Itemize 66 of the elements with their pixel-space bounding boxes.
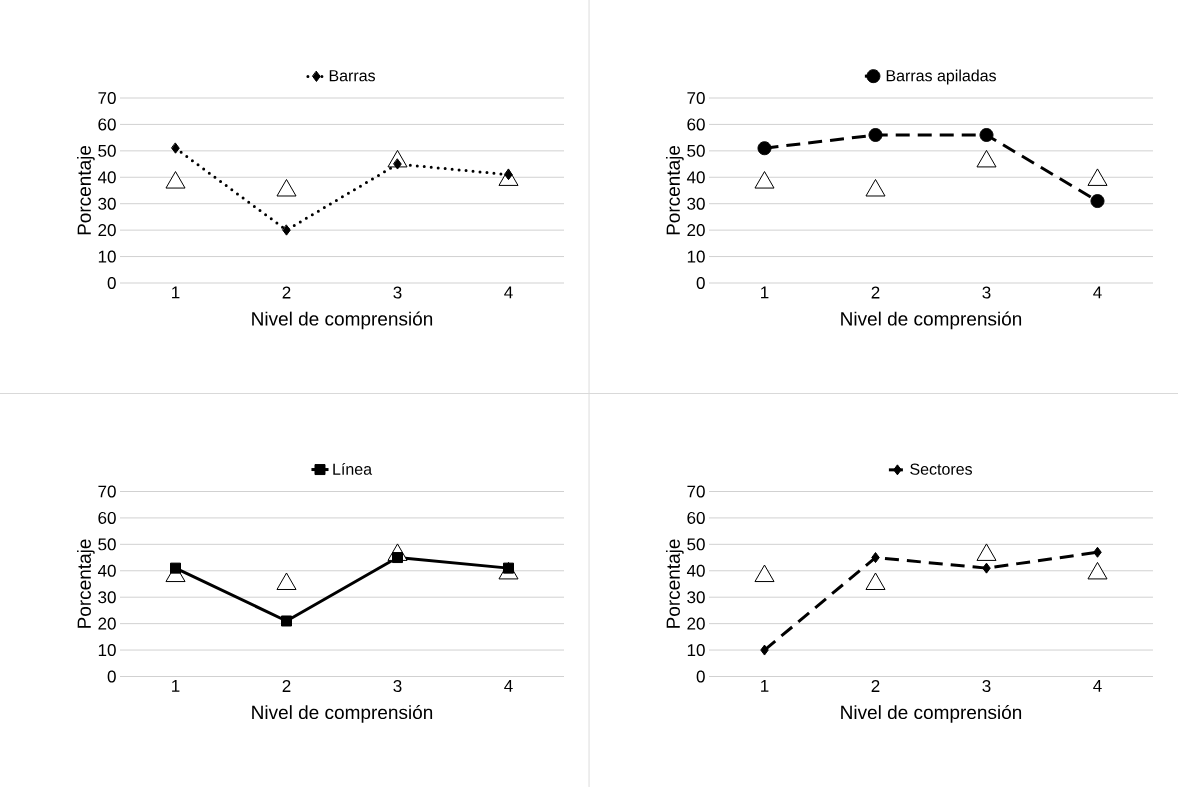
- x-tick-label: 1: [172, 286, 180, 299]
- y-axis-title: Porcentaje: [76, 145, 95, 235]
- y-tick-label: 60: [98, 511, 116, 524]
- x-tick-label: 1: [761, 286, 769, 299]
- point: [171, 142, 180, 154]
- y-tick-label: 20: [687, 224, 705, 237]
- y-tick-label: 60: [98, 118, 116, 131]
- x-axis-title: Nivel de comprensión: [841, 311, 1022, 330]
- x-axis-title: Nivel de comprensión: [252, 311, 433, 330]
- x-tick-label: 2: [871, 286, 880, 299]
- x-tick-label: 4: [1093, 286, 1102, 299]
- point: [276, 178, 297, 197]
- x-tick-label: 1: [172, 680, 180, 692]
- x-tick-label: 4: [1093, 680, 1102, 692]
- y-tick-label: 40: [97, 171, 116, 184]
- legend-label: Barras apiladas: [886, 69, 996, 85]
- x-axis-title: Nivel de comprensión: [252, 704, 433, 723]
- y-tick-label: 0: [696, 276, 705, 290]
- y-tick-label: 70: [98, 91, 116, 105]
- x-tick-label: 3: [393, 680, 402, 693]
- x-tick-label: 3: [393, 286, 402, 299]
- y-tick-label: 20: [687, 617, 705, 630]
- point: [165, 171, 186, 189]
- legend-label: Barras: [329, 70, 376, 82]
- y-tick-label: 60: [687, 118, 705, 131]
- y-axis-title: Porcentaje: [665, 539, 684, 628]
- point: [393, 158, 402, 170]
- y-tick-label: 0: [107, 276, 116, 290]
- legend-label: Sectores: [910, 463, 973, 475]
- y-tick-label: 20: [98, 224, 116, 237]
- x-tick-label: 3: [982, 286, 991, 299]
- y-tick-label: 30: [687, 591, 705, 604]
- x-tick-label: 4: [504, 286, 513, 299]
- y-tick-label: 70: [98, 485, 116, 498]
- y-tick-label: 30: [98, 197, 116, 210]
- y-tick-label: 50: [98, 538, 116, 551]
- y-tick-label: 30: [98, 591, 116, 604]
- x-tick-label: 2: [282, 286, 291, 299]
- point: [282, 224, 291, 236]
- y-tick-label: 50: [687, 538, 705, 551]
- y-tick-label: 50: [98, 144, 116, 157]
- y-tick-label: 10: [687, 250, 705, 263]
- y-tick-label: 40: [686, 171, 705, 184]
- x-tick-label: 2: [282, 680, 291, 692]
- y-tick-label: 70: [687, 485, 705, 498]
- y-tick-label: 10: [687, 644, 705, 657]
- y-tick-label: 60: [687, 511, 705, 524]
- y-tick-label: 40: [97, 564, 116, 577]
- y-tick-label: 30: [687, 197, 705, 210]
- y-tick-label: 40: [686, 564, 705, 577]
- y-axis-title: Porcentaje: [665, 145, 684, 235]
- y-tick-label: 20: [98, 617, 116, 630]
- y-tick-label: 50: [687, 144, 705, 157]
- y-tick-label: 70: [687, 91, 705, 105]
- x-tick-label: 1: [761, 680, 769, 692]
- y-axis-title: Porcentaje: [76, 539, 95, 628]
- y-tick-label: 10: [98, 250, 116, 263]
- y-tick-label: 0: [696, 670, 705, 683]
- x-tick-label: 4: [504, 680, 513, 692]
- x-tick-label: 3: [982, 680, 991, 693]
- legend-label: Línea: [333, 462, 373, 475]
- y-tick-label: 10: [98, 644, 116, 657]
- x-axis-title: Nivel de comprensión: [841, 704, 1022, 723]
- y-tick-label: 0: [107, 670, 116, 683]
- point: [504, 169, 513, 181]
- x-tick-label: 2: [871, 680, 880, 692]
